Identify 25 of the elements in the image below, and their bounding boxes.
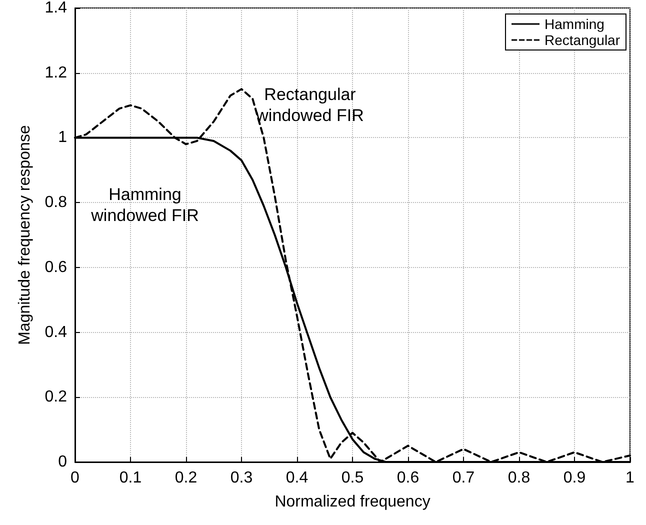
x-tick-label: 0.5 — [341, 470, 364, 486]
y-tick-label: 0.6 — [44, 258, 68, 276]
annotation: Rectangular windowed FIR — [255, 85, 364, 125]
x-axis-title: Normalized frequency — [274, 494, 430, 510]
x-tick-label: 1 — [626, 470, 635, 486]
x-tick-label: 0.3 — [230, 470, 253, 486]
x-tick-label: 0.4 — [286, 470, 308, 486]
x-tick-label: 0 — [70, 470, 80, 486]
x-tick-label: 0.6 — [396, 470, 420, 486]
y-tick-label: 1.2 — [44, 64, 68, 82]
x-tick-label: 0.2 — [174, 470, 198, 486]
y-tick-label: 0 — [58, 454, 68, 470]
y-tick-label: 1.4 — [44, 0, 68, 16]
x-tick-label: 0.1 — [119, 470, 142, 486]
y-tick-label: 1 — [58, 129, 68, 146]
legend-label: Rectangular — [544, 32, 620, 48]
y-tick-label: 0.4 — [44, 324, 68, 341]
annotation: Hamming windowed FIR — [90, 185, 199, 225]
x-tick-label: 0.8 — [508, 470, 530, 486]
x-tick-label: 0.7 — [452, 470, 475, 486]
y-tick-label: 0.2 — [44, 388, 68, 406]
y-tick-label: 0.8 — [44, 194, 68, 212]
x-tick-label: 0.9 — [563, 470, 586, 486]
y-axis-title: Magnitude frequency response — [16, 125, 34, 345]
legend-label: Hamming — [544, 16, 604, 32]
